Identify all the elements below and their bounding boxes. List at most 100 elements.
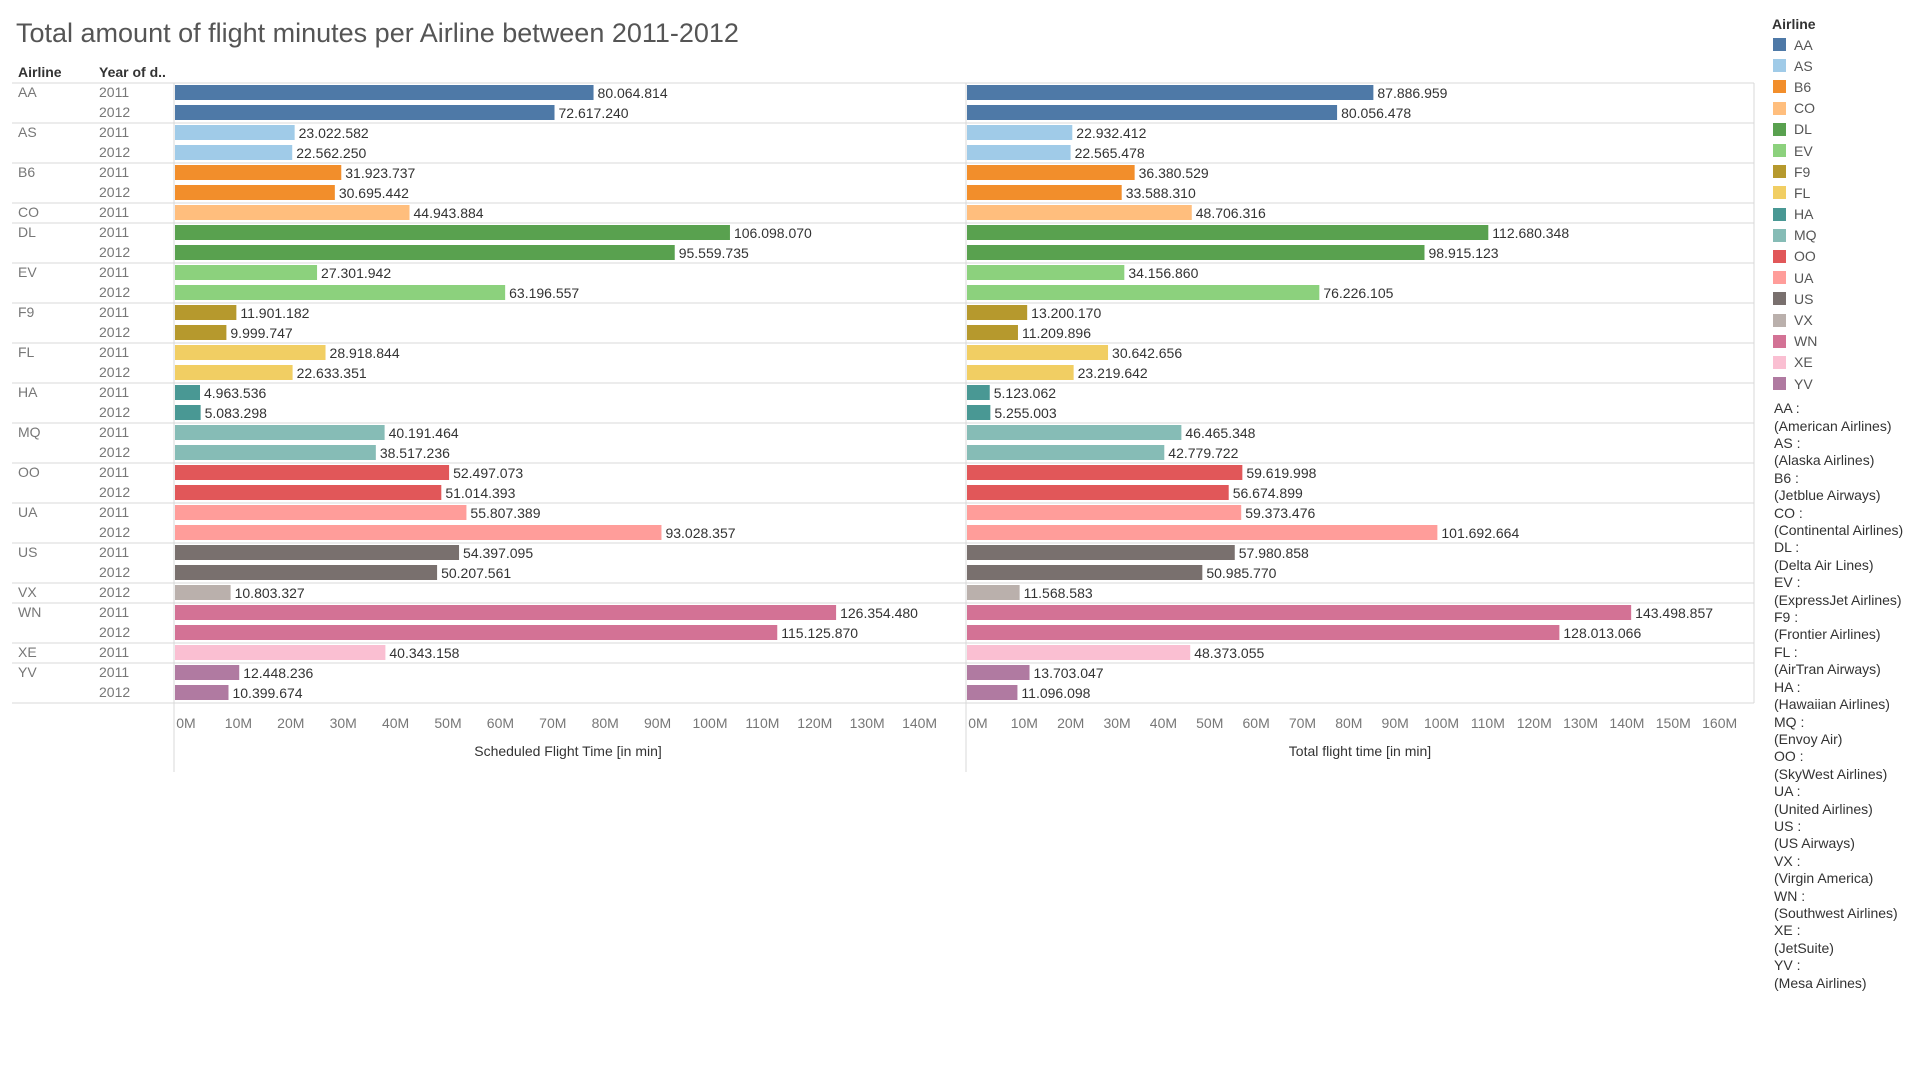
bar-total bbox=[967, 605, 1632, 620]
x-tick-label: 50M bbox=[1196, 715, 1223, 731]
bar-total bbox=[967, 105, 1338, 120]
bar-value-label: 106.098.070 bbox=[734, 225, 812, 241]
legend-note-code: VX : bbox=[1774, 852, 1801, 869]
legend-label: AA bbox=[1794, 36, 1813, 53]
legend-item[interactable]: F9 bbox=[1770, 161, 1918, 182]
bar-scheduled bbox=[175, 385, 201, 400]
bar-scheduled bbox=[175, 605, 837, 620]
bar-value-label: 5.123.062 bbox=[994, 385, 1056, 401]
bar-value-label: 11.901.182 bbox=[240, 305, 309, 321]
bar-total bbox=[967, 425, 1182, 440]
legend-swatch bbox=[1773, 38, 1786, 52]
legend-note-code: DL : bbox=[1774, 539, 1800, 556]
x-tick-label: 150M bbox=[1656, 715, 1691, 731]
legend-swatch bbox=[1773, 228, 1786, 242]
year-label: 2012 bbox=[99, 584, 130, 600]
bar-value-label: 87.886.959 bbox=[1377, 85, 1447, 101]
x-tick-label: 0M bbox=[968, 715, 987, 731]
airline-label: DL bbox=[18, 224, 36, 240]
legend-label: FL bbox=[1794, 184, 1811, 201]
bar-value-label: 50.985.770 bbox=[1206, 565, 1276, 581]
legend-item[interactable]: YV bbox=[1770, 373, 1918, 394]
legend-item[interactable]: WN bbox=[1770, 331, 1918, 352]
legend-label: B6 bbox=[1794, 78, 1812, 95]
x-tick-label: 0M bbox=[176, 715, 195, 731]
bar-value-label: 95.559.735 bbox=[679, 245, 749, 261]
x-tick-label: 120M bbox=[1517, 715, 1552, 731]
legend-note-name: (Southwest Airlines) bbox=[1774, 904, 1898, 921]
bar-scheduled bbox=[175, 185, 335, 200]
year-column-header[interactable]: Year of d.. bbox=[99, 64, 166, 80]
legend-note-name: (United Airlines) bbox=[1774, 800, 1873, 817]
year-label: 2011 bbox=[99, 264, 129, 280]
bar-scheduled bbox=[175, 365, 293, 380]
bar-scheduled bbox=[175, 105, 555, 120]
legend-title: Airline bbox=[1772, 16, 1816, 32]
legend-item[interactable]: FL bbox=[1770, 182, 1918, 203]
legend-item[interactable]: UA bbox=[1770, 267, 1918, 288]
bar-value-label: 72.617.240 bbox=[559, 105, 629, 121]
legend-swatch bbox=[1773, 292, 1786, 306]
bar-total bbox=[967, 565, 1203, 580]
x-tick-label: 30M bbox=[1103, 715, 1130, 731]
bar-scheduled bbox=[175, 285, 506, 300]
year-label: 2011 bbox=[99, 544, 129, 560]
legend-note-name: (Alaska Airlines) bbox=[1774, 452, 1875, 469]
legend-item[interactable]: B6 bbox=[1770, 76, 1918, 97]
legend-item[interactable]: CO bbox=[1770, 98, 1918, 119]
x-axis-label: Total flight time [in min] bbox=[1289, 743, 1431, 759]
bar-value-label: 10.399.674 bbox=[232, 685, 302, 701]
bar-total bbox=[967, 245, 1425, 260]
bar-scheduled bbox=[175, 205, 410, 220]
legend-item[interactable]: HA bbox=[1770, 204, 1918, 225]
bar-value-label: 57.980.858 bbox=[1239, 545, 1309, 561]
airline-column-header[interactable]: Airline bbox=[18, 64, 62, 80]
bar-scheduled bbox=[175, 445, 376, 460]
x-tick-label: 40M bbox=[1150, 715, 1177, 731]
legend: Airline AA AS B6 CO DL EV F9 FL HA MQ OO UA US VX WN XE… bbox=[1770, 16, 1918, 992]
bar-total bbox=[967, 445, 1165, 460]
legend-note-name: (JetSuite) bbox=[1774, 939, 1834, 956]
bar-total bbox=[967, 165, 1135, 180]
legend-swatch bbox=[1773, 165, 1786, 179]
x-tick-label: 100M bbox=[1424, 715, 1459, 731]
bar-value-label: 22.562.250 bbox=[296, 145, 366, 161]
legend-item[interactable]: DL bbox=[1770, 119, 1918, 140]
x-tick-label: 130M bbox=[850, 715, 885, 731]
airline-label: B6 bbox=[18, 164, 35, 180]
bar-value-label: 40.343.158 bbox=[389, 645, 459, 661]
legend-swatch bbox=[1773, 313, 1786, 327]
airline-label: UA bbox=[18, 504, 38, 520]
legend-swatch bbox=[1773, 207, 1786, 221]
legend-swatch bbox=[1773, 144, 1786, 158]
legend-item[interactable]: AS bbox=[1770, 55, 1918, 76]
legend-item[interactable]: MQ bbox=[1770, 225, 1918, 246]
year-label: 2012 bbox=[99, 444, 130, 460]
year-label: 2011 bbox=[99, 164, 129, 180]
legend-note-code: XE : bbox=[1774, 922, 1801, 939]
x-tick-label: 20M bbox=[1057, 715, 1084, 731]
bar-value-label: 42.779.722 bbox=[1168, 445, 1238, 461]
bar-scheduled bbox=[175, 685, 229, 700]
legend-item[interactable]: XE bbox=[1770, 352, 1918, 373]
year-label: 2012 bbox=[99, 684, 130, 700]
legend-note-name: (Hawaiian Airlines) bbox=[1774, 696, 1890, 713]
legend-item[interactable]: OO bbox=[1770, 246, 1918, 267]
legend-note-name: (ExpressJet Airlines) bbox=[1774, 591, 1902, 608]
x-tick-label: 90M bbox=[644, 715, 671, 731]
bar-scheduled bbox=[175, 545, 460, 560]
x-tick-label: 160M bbox=[1702, 715, 1737, 731]
bar-value-label: 80.064.814 bbox=[598, 85, 668, 101]
legend-note-code: B6 : bbox=[1774, 469, 1799, 486]
year-label: 2011 bbox=[99, 84, 129, 100]
legend-item[interactable]: US bbox=[1770, 288, 1918, 309]
bar-scheduled bbox=[175, 505, 467, 520]
legend-note-name: (Virgin America) bbox=[1774, 870, 1874, 887]
airline-label: VX bbox=[18, 584, 37, 600]
year-label: 2011 bbox=[99, 424, 129, 440]
legend-item[interactable]: VX bbox=[1770, 309, 1918, 330]
legend-item[interactable]: AA bbox=[1770, 34, 1918, 55]
bar-value-label: 48.706.316 bbox=[1196, 205, 1266, 221]
legend-item[interactable]: EV bbox=[1770, 140, 1918, 161]
legend-note-name: (Mesa Airlines) bbox=[1774, 974, 1867, 991]
